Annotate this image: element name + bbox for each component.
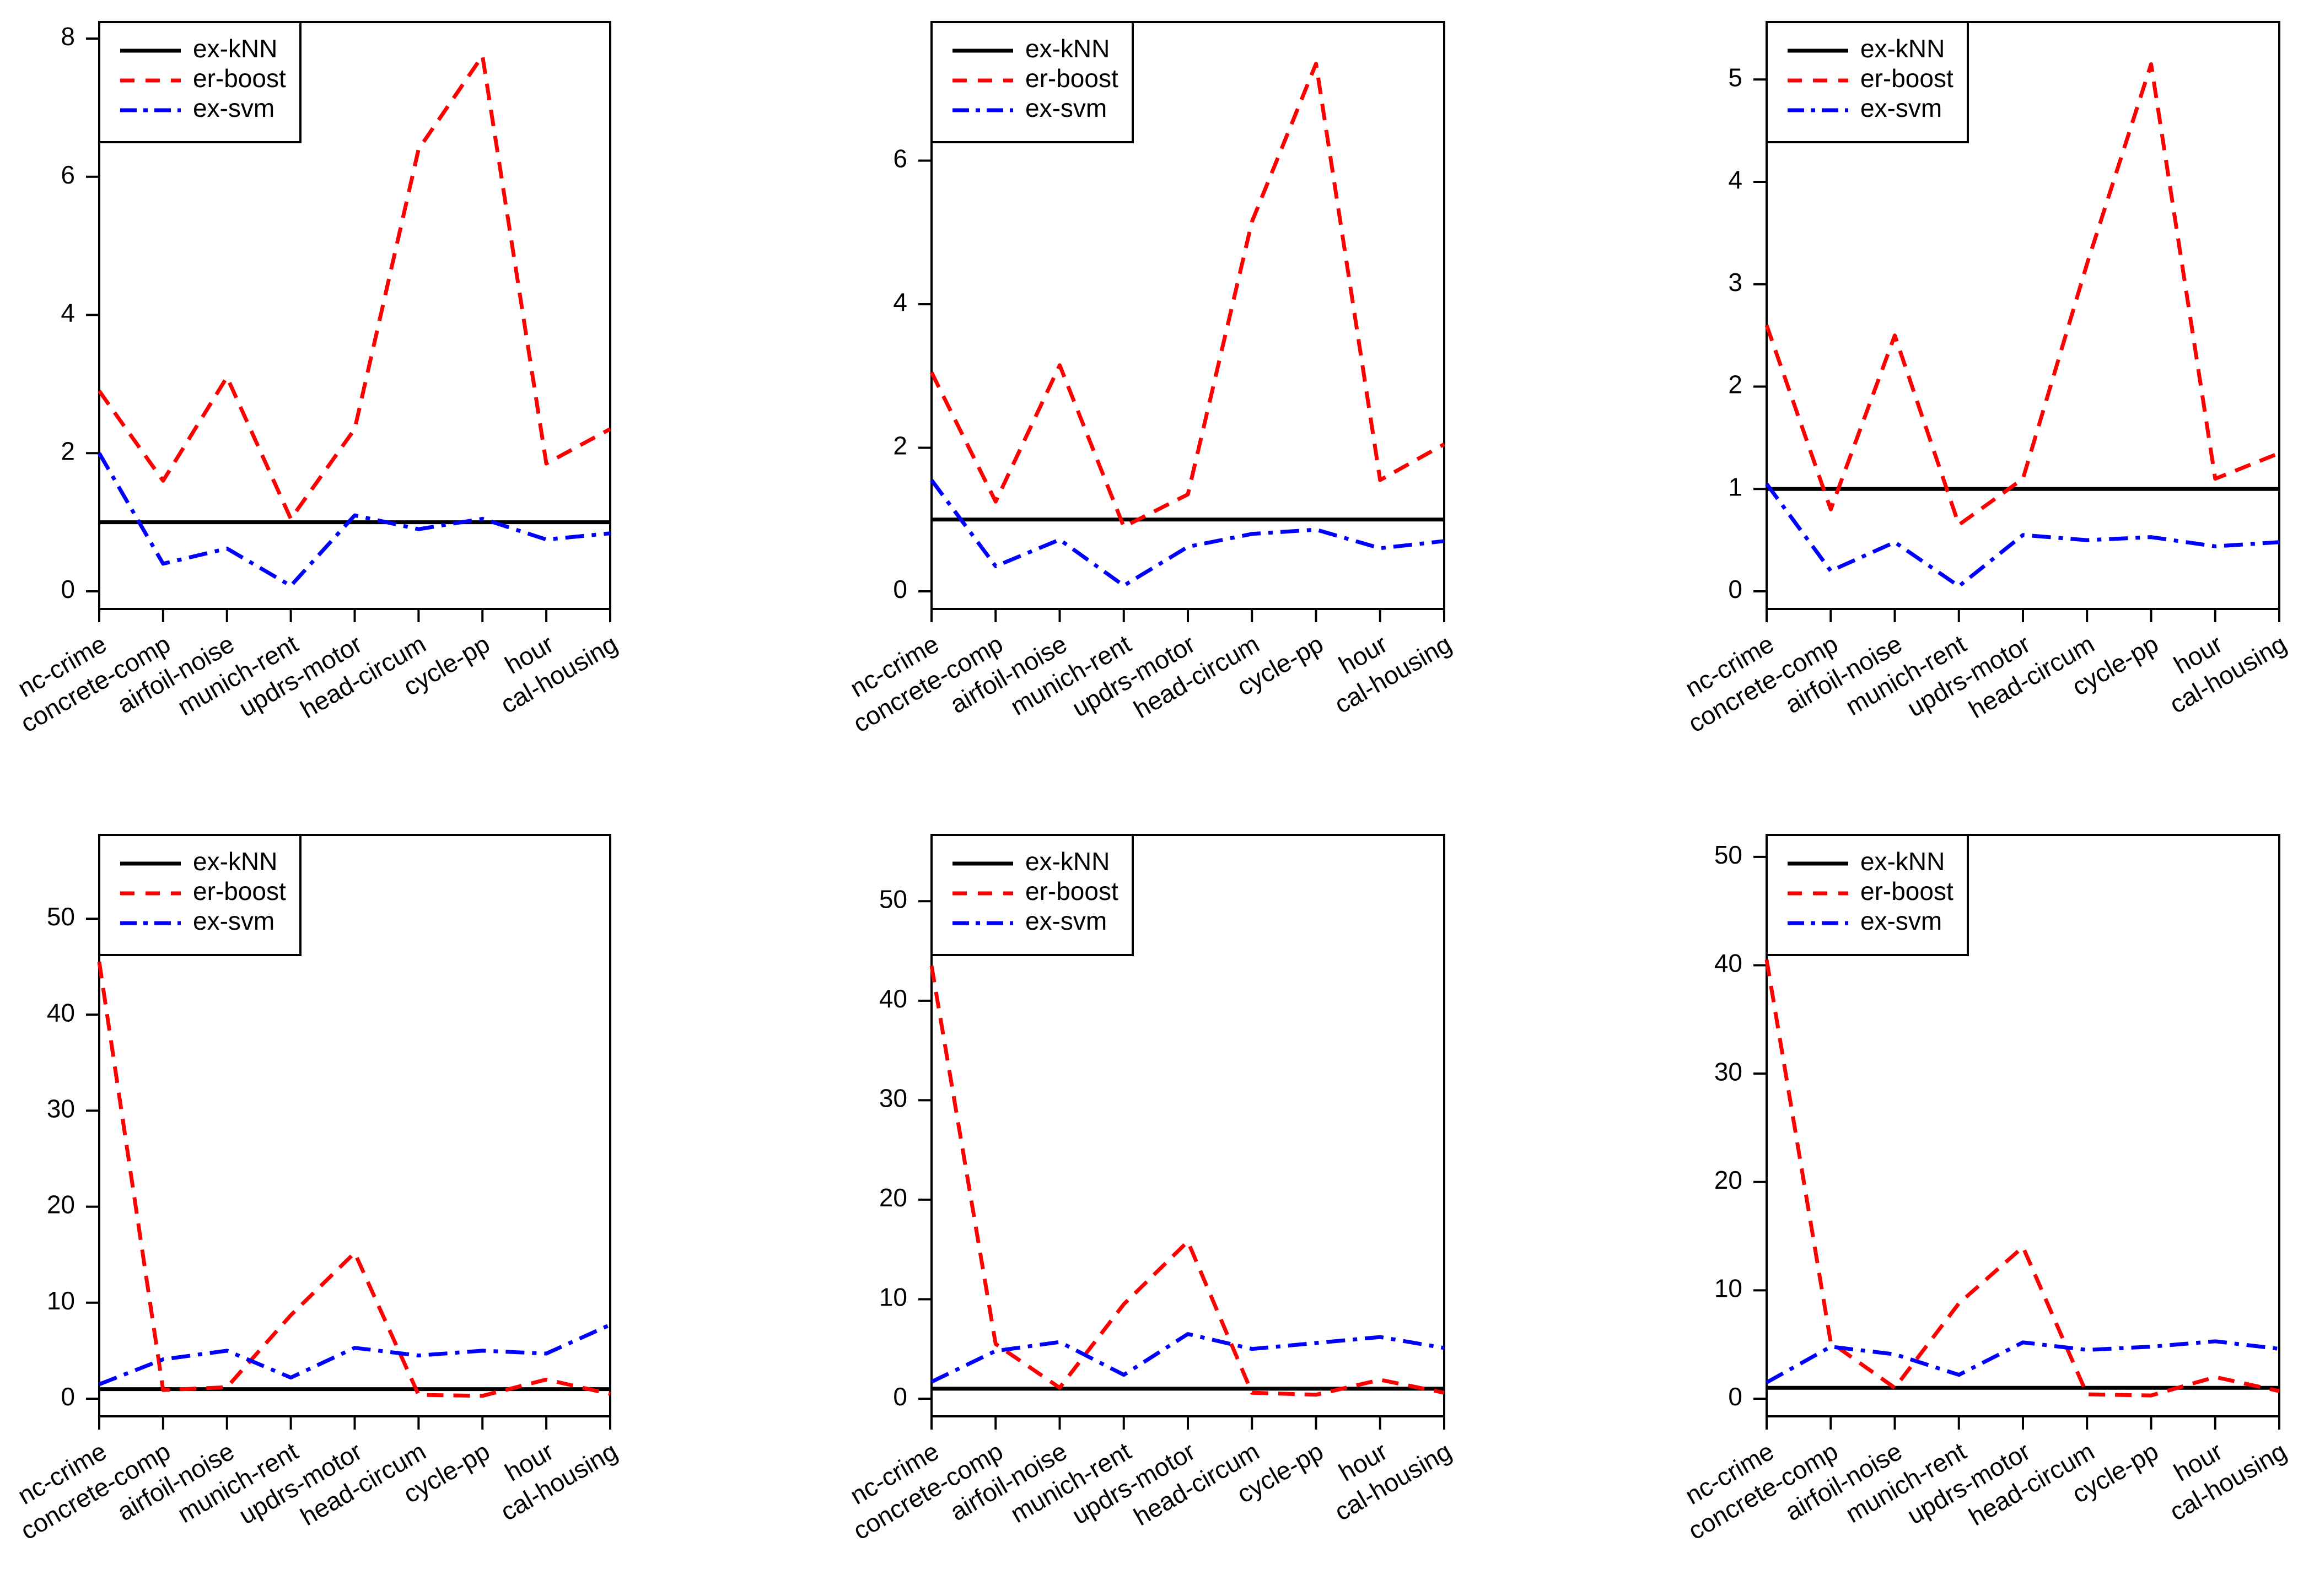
- y-tick-label: 6: [893, 144, 907, 173]
- y-tick-label: 4: [61, 299, 75, 327]
- legend-label-ex-kNN: ex-kNN: [1025, 34, 1110, 63]
- chart-panel-1: 02468nc-crimeconcrete-compairfoil-noisem…: [13, 21, 622, 738]
- chart-panel-5: 01020304050nc-crimeconcrete-compairfoil-…: [845, 834, 1456, 1545]
- legend-label-er-boost: er-boost: [1860, 64, 1953, 93]
- y-tick-label: 0: [893, 575, 907, 603]
- legend-label-ex-svm: ex-svm: [193, 907, 275, 935]
- y-tick-label: 6: [61, 160, 75, 189]
- y-tick-label: 0: [61, 575, 75, 603]
- y-tick-label: 2: [1728, 370, 1742, 399]
- series-line-ex-svm: [1766, 1339, 2280, 1384]
- legend-label-ex-svm: ex-svm: [1860, 907, 1942, 935]
- y-tick-label: 10: [879, 1283, 907, 1312]
- y-tick-label: 4: [1728, 165, 1742, 194]
- y-tick-label: 8: [61, 22, 75, 51]
- y-tick-label: 40: [47, 998, 75, 1027]
- series-line-ex-svm: [930, 479, 1445, 588]
- y-tick-label: 2: [893, 432, 907, 460]
- series-line-er-boost: [929, 966, 1445, 1397]
- legend-label-ex-svm: ex-svm: [1860, 94, 1942, 122]
- legend-label-er-boost: er-boost: [1025, 64, 1118, 93]
- chart-panel-2: 0246nc-crimeconcrete-compairfoil-noisemu…: [845, 21, 1456, 738]
- y-tick-label: 40: [1714, 949, 1742, 978]
- legend-label-ex-kNN: ex-kNN: [1025, 847, 1110, 876]
- y-tick-label: 20: [1714, 1166, 1742, 1194]
- y-tick-label: 50: [879, 885, 907, 913]
- y-tick-label: 40: [879, 984, 907, 1013]
- chart-panel-6: 01020304050nc-crimeconcrete-compairfoil-…: [1680, 834, 2291, 1545]
- series-line-er-boost: [1764, 959, 2280, 1398]
- series-line-er-boost: [97, 961, 611, 1398]
- y-tick-label: 0: [1728, 575, 1742, 603]
- legend-label-er-boost: er-boost: [1025, 877, 1118, 905]
- y-tick-label: 50: [1714, 840, 1742, 869]
- chart-panel-3: 012345nc-crimeconcrete-compairfoil-noise…: [1680, 21, 2291, 738]
- series-line-er-boost: [98, 53, 611, 521]
- y-tick-label: 20: [879, 1183, 907, 1212]
- y-tick-label: 4: [893, 288, 907, 316]
- y-tick-label: 10: [1714, 1274, 1742, 1303]
- y-tick-label: 30: [1714, 1057, 1742, 1086]
- y-tick-label: 30: [47, 1094, 75, 1123]
- legend-label-er-boost: er-boost: [193, 877, 286, 905]
- series-line-ex-svm: [930, 1332, 1445, 1384]
- legend-box: [98, 21, 302, 143]
- legend-label-ex-svm: ex-svm: [1025, 94, 1107, 122]
- y-tick-label: 10: [47, 1286, 75, 1315]
- legend-label-ex-svm: ex-svm: [1025, 907, 1107, 935]
- series-line-er-boost: [929, 62, 1445, 529]
- y-tick-label: 3: [1728, 268, 1742, 296]
- legend-label-er-boost: er-boost: [193, 64, 286, 93]
- legend-label-er-boost: er-boost: [1860, 877, 1953, 905]
- series-line-ex-svm: [1765, 482, 2280, 589]
- chart-panel-4: 01020304050nc-crimeconcrete-compairfoil-…: [13, 834, 622, 1545]
- y-tick-label: 1: [1728, 472, 1742, 501]
- legend-label-ex-kNN: ex-kNN: [1860, 34, 1945, 63]
- legend-label-ex-kNN: ex-kNN: [1860, 847, 1945, 876]
- y-tick-label: 2: [61, 436, 75, 465]
- y-tick-label: 0: [893, 1382, 907, 1411]
- legend-label-ex-svm: ex-svm: [193, 94, 275, 122]
- y-tick-label: 0: [61, 1382, 75, 1411]
- series-line-ex-svm: [98, 1323, 611, 1387]
- series-line-ex-svm: [97, 452, 611, 588]
- y-tick-label: 50: [47, 902, 75, 931]
- y-tick-label: 5: [1728, 63, 1742, 91]
- legend-label-ex-kNN: ex-kNN: [193, 847, 277, 876]
- legend-label-ex-kNN: ex-kNN: [193, 34, 277, 63]
- y-tick-label: 20: [47, 1190, 75, 1219]
- y-tick-label: 0: [1728, 1382, 1742, 1411]
- y-tick-label: 30: [879, 1084, 907, 1113]
